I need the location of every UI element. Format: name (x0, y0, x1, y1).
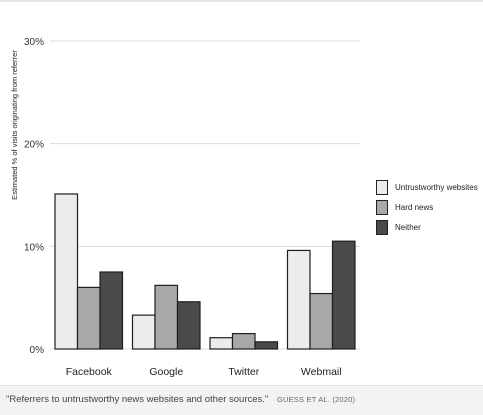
y-tick-label: 30% (24, 37, 44, 48)
x-tick-label: Facebook (66, 366, 113, 378)
x-tick-label: Webmail (301, 366, 342, 378)
chart-legend: Untrustworthy websites Hard news Neither (376, 177, 478, 237)
legend-swatch-neither (376, 219, 388, 235)
bar-facebook-neither (99, 271, 124, 350)
caption-bar: "Referrers to untrustworthy news website… (0, 385, 483, 415)
bar-google-hard-news (154, 284, 179, 350)
bar-webmail-neither (331, 240, 356, 350)
bar-twitter-hard-news (231, 333, 256, 350)
bar-chart: 0% 10% 20% 30% Estimated % of visits origina… (10, 37, 360, 378)
bar-webmail-hard-news (309, 292, 334, 350)
chart-frame: 0% 10% 20% 30% Estimated % of visits origina… (0, 0, 483, 378)
bar-twitter-neither (254, 341, 279, 350)
legend-item-neither: Neither (376, 217, 478, 237)
legend-label-hard-news: Hard news (395, 202, 434, 212)
bar-google-neither (176, 301, 201, 350)
legend-label-neither: Neither (395, 222, 421, 232)
bar-twitter-untrustworthy-websites (209, 337, 234, 350)
caption-credit: GUESS ET AL. (2020) (276, 395, 356, 404)
legend-item-hard-news: Hard news (376, 197, 478, 217)
bar-google-untrustworthy-websites (131, 314, 156, 350)
y-axis-label: Estimated % of visits originating from r… (10, 50, 19, 200)
legend-item-untrustworthy: Untrustworthy websites (376, 177, 478, 197)
bar-webmail-untrustworthy-websites (286, 249, 311, 350)
legend-swatch-untrustworthy (376, 179, 388, 195)
top-divider (0, 0, 483, 2)
x-tick-label: Twitter (228, 366, 259, 378)
y-tick-label: 0% (30, 345, 45, 356)
y-tick-label: 10% (24, 242, 44, 253)
x-tick-label: Google (149, 366, 183, 378)
bar-facebook-untrustworthy-websites (54, 193, 79, 350)
bar-facebook-hard-news (76, 286, 101, 350)
legend-swatch-hard-news (376, 199, 388, 215)
caption: "Referrers to untrustworthy news website… (6, 394, 355, 405)
caption-quote: "Referrers to untrustworthy news website… (6, 394, 269, 405)
y-tick-label: 20% (24, 140, 44, 151)
legend-label-untrustworthy: Untrustworthy websites (395, 182, 478, 192)
